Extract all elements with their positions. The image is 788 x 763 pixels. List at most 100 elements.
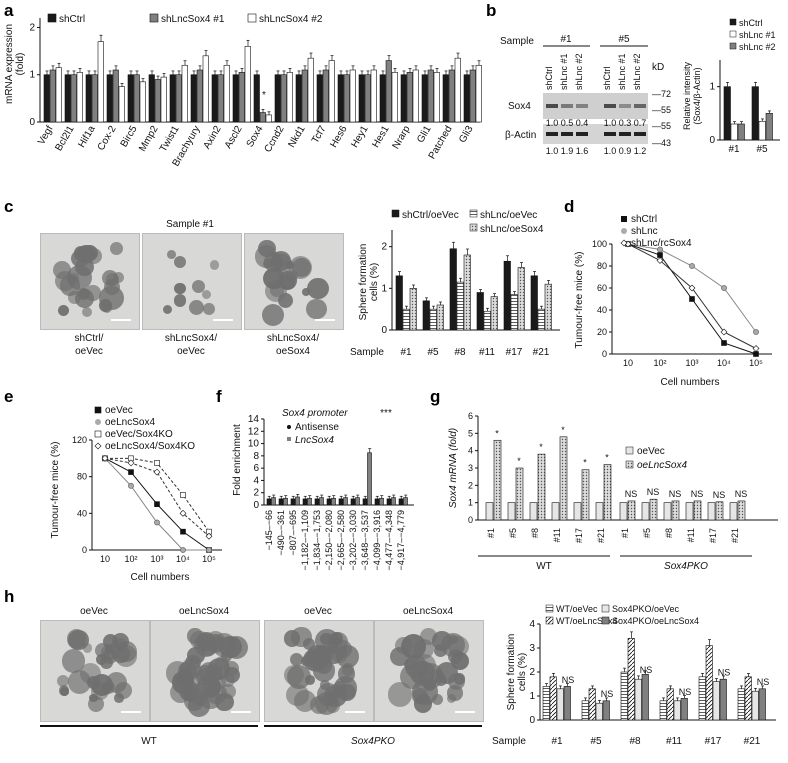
- chart-a-xtick-label: Hes6: [328, 124, 349, 150]
- chart-g-xtick-label: #11: [552, 528, 562, 542]
- chart-g-ytick-label: 4: [468, 446, 473, 456]
- chart-f-xtick-label: −1,834–−1,753: [312, 510, 322, 571]
- sphere-image-ko-oevec: [264, 620, 374, 722]
- chart-f-bar: [295, 496, 300, 506]
- chart-f-bar: [367, 452, 372, 506]
- chart-f-bar: [379, 497, 384, 506]
- chart-f-ytick-label: 12: [248, 426, 260, 437]
- chart-d-point: [689, 296, 695, 302]
- chart-g-bar: [737, 500, 746, 521]
- chart-f-ytick-label: 14: [248, 414, 260, 425]
- chart-f-xtick-label: −4,917–−4,779: [396, 510, 406, 571]
- chart-f-legend-label: Antisense: [295, 422, 339, 433]
- chart-h-xtick-label: #17: [705, 736, 722, 747]
- blot-sox4-value: 0.5: [561, 118, 574, 128]
- sphere-image-shctrl-oevec: [40, 233, 140, 330]
- blot-kd-marker: —43: [652, 138, 671, 148]
- chart-f-xtick-label: −4,477–−4,348: [384, 510, 394, 571]
- blot-actin-panel: [543, 124, 648, 144]
- chart-d-point: [656, 257, 664, 264]
- chart-c-ylabel: Sphere formation: [358, 244, 369, 321]
- chart-g-bar: [627, 500, 636, 521]
- blot-sox4-value: 0.7: [634, 118, 647, 128]
- chart-h-sig: NS: [562, 675, 575, 685]
- chart-h-bar: [751, 690, 759, 721]
- blot-actin-value: 1.9: [561, 146, 574, 156]
- chart-f-xtick-label: −2,150–−2,080: [324, 510, 334, 571]
- chart-g-xtick-label: #17: [708, 528, 718, 543]
- chart-a-bar: [454, 57, 461, 123]
- chart-h-bar: [641, 674, 649, 721]
- chart-g-sig: *: [605, 453, 609, 463]
- chart-g-legend-swatch: [625, 460, 634, 469]
- chart-a-bar: [358, 74, 365, 123]
- chart-d-xtick-label: 10³: [685, 358, 698, 368]
- sphere-blob: [409, 660, 435, 686]
- sphere-blob: [219, 636, 242, 659]
- chart-a-bar: [85, 74, 92, 123]
- sphere-blob: [332, 637, 341, 646]
- sphere-blob: [91, 682, 109, 700]
- chart-a-bar: [238, 72, 245, 123]
- scale-bar: [111, 319, 131, 321]
- sphere-blob: [312, 645, 333, 666]
- chart-a-bar: [160, 76, 167, 123]
- chart-g-bar: [559, 436, 568, 521]
- chart-a-bar: [316, 74, 323, 123]
- chart-h-sig: NS: [718, 668, 731, 678]
- sphere-blob: [114, 638, 126, 650]
- chart-a-bar: [307, 57, 314, 123]
- chart-g-bar: [529, 502, 538, 521]
- chart-g-bar: [641, 502, 650, 521]
- chart-h-legend-swatch: [601, 616, 610, 625]
- chart-h-bar: [758, 688, 766, 721]
- sphere-blob: [195, 665, 216, 686]
- chart-a-bar: [379, 74, 386, 123]
- sphere-blob: [110, 242, 124, 256]
- chart-b-ylabel: (Sox4/β-Actin): [692, 67, 702, 124]
- sphere-blob: [184, 654, 201, 671]
- chart-a-bar: [412, 69, 419, 123]
- chart-c-bar: [402, 308, 410, 331]
- chart-b-legend-label: shCtrl: [739, 18, 763, 28]
- chart-g-ytick-label: 6: [468, 411, 473, 421]
- chart-c-bar: [449, 248, 457, 331]
- chart-b-legend-label: shLnc #2: [739, 42, 776, 52]
- panel-letter-b: b: [486, 1, 496, 20]
- chart-a-bar: [301, 69, 308, 123]
- chart-a-bar: [349, 69, 356, 123]
- chart-g-bar: [515, 467, 524, 521]
- chart-f-bar: [319, 497, 324, 506]
- chart-h-bar: [666, 688, 674, 721]
- blot-actin-value: 0.9: [619, 146, 632, 156]
- chart-h-bar: [659, 700, 667, 721]
- chart-a-xtick-label: Sox4: [245, 124, 266, 150]
- chart-d-point: [657, 252, 663, 258]
- chart-f-bar: [403, 497, 408, 506]
- chart-f-xtick-label: −1,182–−1,109: [300, 510, 310, 571]
- chart-g-bar: [663, 502, 672, 521]
- chart-e-point: [128, 482, 134, 489]
- blot-lane-label: shLnc #2: [574, 53, 584, 90]
- blot-sox4-band: [561, 104, 573, 108]
- chart-h-bar: [719, 678, 727, 721]
- chart-f-bar: [338, 498, 344, 506]
- sphere-blob: [199, 642, 208, 651]
- chart-e-xtick-label: 10³: [150, 554, 163, 564]
- blot-lane-label: shCtrl: [602, 66, 612, 90]
- chart-g-xtick-label: #1: [620, 528, 630, 538]
- chart-f-bar: [350, 498, 356, 506]
- chart-b-legend-label: shLnc #1: [739, 30, 776, 40]
- chart-a-bar: [475, 64, 482, 123]
- sphere-blob: [277, 292, 293, 308]
- chart-c-ytick-label: 0: [381, 325, 387, 336]
- chart-a-legend-swatch: [47, 13, 57, 23]
- chart-h-bar: [588, 688, 596, 721]
- chart-a-bar: [322, 69, 329, 123]
- chart-e-legend-label: oeLncSox4/Sox4KO: [105, 441, 195, 452]
- chart-h-xtick-label: #1: [551, 736, 563, 747]
- chart-h-legend-swatch: [545, 616, 554, 625]
- chart-d-xlabel: Cell numbers: [661, 377, 720, 388]
- chart-c-image-label: oeSox4: [276, 346, 310, 357]
